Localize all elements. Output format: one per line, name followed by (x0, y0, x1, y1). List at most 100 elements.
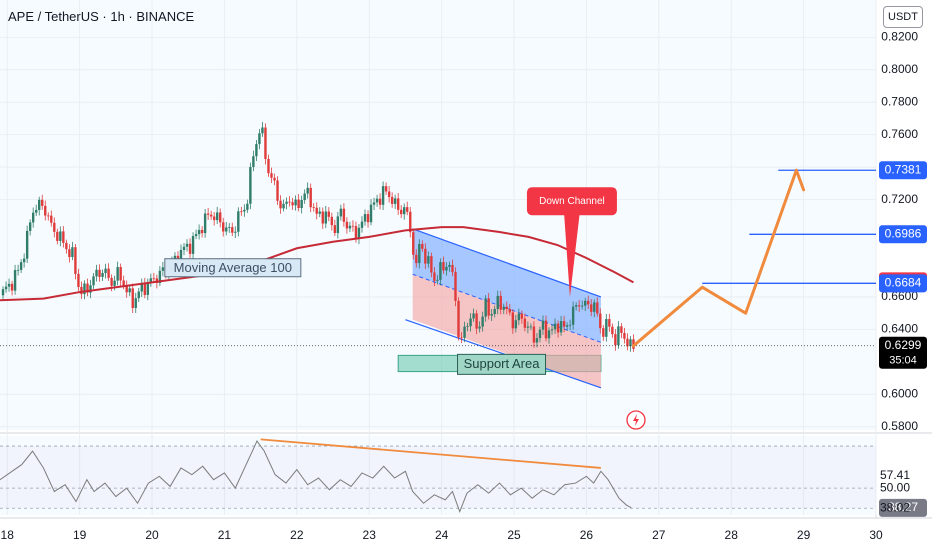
price-marker-label: 0.6986 (885, 226, 922, 240)
candle-body (532, 326, 536, 343)
y-tick-label: 0.8000 (881, 62, 918, 76)
candle-body (529, 326, 533, 328)
candle-body (593, 302, 596, 312)
rsi-pane-background (0, 436, 876, 515)
candle-body (71, 247, 74, 258)
candle-body (393, 198, 397, 204)
candle-body (354, 226, 358, 240)
candle-body (261, 127, 264, 134)
candle-body (487, 298, 490, 316)
down-channel-label: Down Channel (539, 196, 605, 207)
candle-body (611, 326, 614, 335)
x-tick-label: 24 (435, 528, 449, 542)
candle-body (372, 202, 376, 205)
candle-body (318, 211, 321, 214)
rsi-current-badge (879, 498, 927, 517)
candle-body (390, 196, 394, 204)
support-area-label: Support Area (464, 356, 541, 371)
candle-body (369, 204, 373, 223)
candle-body (47, 215, 50, 217)
candle-body (366, 214, 370, 223)
candle-body (240, 211, 243, 213)
price-marker-badge (879, 336, 927, 369)
currency-selector[interactable]: USDT (883, 6, 923, 28)
candle-body (620, 326, 623, 333)
x-tick-label: 29 (797, 528, 811, 542)
x-tick-label: 25 (507, 528, 521, 542)
candle-body (185, 243, 189, 247)
candle-body (44, 205, 47, 216)
candle-body (396, 198, 400, 210)
candle-body (110, 277, 113, 286)
x-tick-label: 27 (652, 528, 666, 542)
candle-body (605, 319, 608, 337)
candle-body (451, 264, 454, 273)
candle-body (237, 211, 240, 232)
candle-body (206, 213, 210, 215)
down-channel-callout (526, 187, 617, 216)
candle-body (345, 221, 349, 229)
candle-body (303, 193, 306, 201)
candle-body (626, 338, 629, 347)
candle-body (140, 283, 143, 292)
candle-body (472, 313, 475, 319)
candle-body (31, 212, 35, 223)
x-tick-label: 30 (869, 528, 883, 542)
candle-body (273, 177, 276, 181)
rsi-band-fill (0, 446, 876, 509)
candle-body (412, 232, 415, 255)
x-tick-label: 19 (73, 528, 87, 542)
candle-body (125, 285, 128, 293)
candle-body (351, 225, 355, 227)
candle-body (200, 229, 204, 234)
candle-body (143, 283, 146, 295)
price-marker-badge (879, 274, 927, 293)
candle-body (442, 262, 445, 271)
x-tick-label: 20 (145, 528, 159, 542)
candle-body (231, 227, 234, 233)
candle-body (222, 222, 225, 232)
candle-body (577, 305, 581, 307)
candle-body (65, 242, 68, 250)
candle-body (119, 267, 122, 281)
rsi-axis-label: 50.00 (880, 480, 910, 494)
candle-body (98, 269, 101, 277)
y-tick-label: 0.6600 (881, 289, 918, 303)
candle-body (339, 208, 343, 217)
moving-average-line (0, 226, 634, 302)
candle-body (77, 273, 80, 287)
candle-body (146, 282, 150, 295)
candle-body (415, 254, 418, 264)
candle-body (571, 306, 575, 325)
candle-body (421, 243, 424, 249)
candle-body (59, 231, 62, 241)
candle-body (336, 216, 340, 234)
candle-body (13, 270, 17, 291)
candle-body (475, 313, 478, 329)
candle-body (481, 316, 484, 327)
candle-body (182, 246, 186, 250)
candle-body (219, 212, 222, 223)
candle-body (228, 227, 231, 228)
candle-body (517, 313, 521, 321)
candle-body (439, 262, 442, 280)
candle-body (134, 298, 137, 308)
candle-body (315, 207, 318, 214)
candle-body (424, 248, 427, 264)
channel-upper-fill (412, 228, 601, 343)
candle-body (19, 262, 23, 270)
channel-lower-fill (412, 274, 601, 388)
y-tick-label: 0.6400 (881, 322, 918, 336)
candle-body (255, 144, 258, 157)
candle-body (375, 198, 379, 203)
candle-body (535, 338, 539, 343)
candle-body (128, 288, 131, 293)
candle-body (74, 247, 77, 274)
price-marker-label: 0.6299 (885, 338, 922, 352)
price-marker-badge (879, 161, 927, 180)
candle-body (378, 198, 382, 205)
candle-body (469, 318, 472, 327)
candle-body (197, 229, 201, 235)
